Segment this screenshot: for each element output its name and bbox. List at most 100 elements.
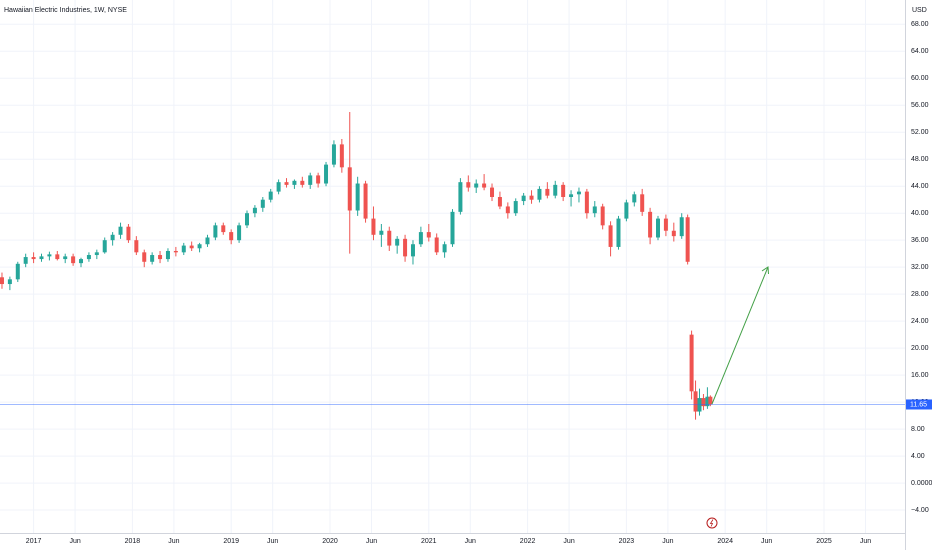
- candle-body: [513, 201, 518, 214]
- candle-body: [0, 277, 4, 285]
- candle-body: [689, 334, 694, 392]
- candle-body: [347, 167, 352, 211]
- candle-body: [553, 184, 558, 196]
- candle-body: [221, 225, 226, 233]
- candle-body: [134, 240, 139, 253]
- candle-body: [31, 257, 36, 260]
- candle-body: [292, 180, 297, 185]
- candle-body: [355, 183, 360, 211]
- y-tick-label: 36.00: [911, 237, 929, 244]
- candle-body: [608, 225, 613, 247]
- chart-title: Hawaiian Electric Industries, 1W, NYSE: [4, 7, 127, 14]
- candle-body: [521, 195, 526, 202]
- candle-body: [410, 244, 415, 257]
- y-tick-label: 28.00: [911, 291, 929, 298]
- candle-body: [537, 188, 542, 200]
- candle-body: [244, 213, 249, 226]
- trend-arrow: [711, 266, 769, 405]
- candle-body: [529, 195, 534, 200]
- candle-body: [181, 245, 186, 253]
- x-tick-label: 2024: [717, 538, 733, 545]
- x-tick-label: Jun: [662, 538, 673, 545]
- candle-body: [632, 194, 637, 203]
- candle-body: [616, 218, 621, 247]
- y-tick-label: 52.00: [911, 129, 929, 136]
- candle-body: [600, 206, 605, 226]
- last-price-label: 11.65: [910, 401, 927, 408]
- y-tick-label: 0.0000: [911, 480, 932, 487]
- candle-body: [102, 240, 107, 253]
- candle-body: [331, 144, 336, 165]
- candle-body: [545, 188, 550, 196]
- candle-body: [663, 218, 668, 231]
- candle-body: [86, 255, 91, 260]
- candle-body: [268, 191, 273, 200]
- arrow-head: [761, 266, 769, 275]
- x-tick-label: Jun: [761, 538, 772, 545]
- y-tick-label: 44.00: [911, 183, 929, 190]
- candle-body: [490, 187, 495, 198]
- candle-body: [474, 183, 479, 188]
- y-tick-label: 4.00: [911, 453, 925, 460]
- candle-body: [23, 257, 28, 264]
- y-tick-label: 56.00: [911, 102, 929, 109]
- candle-body: [237, 225, 242, 241]
- candle-body: [640, 194, 645, 212]
- candle-body: [197, 244, 202, 249]
- candle-body: [395, 238, 400, 246]
- candle-body: [705, 396, 710, 407]
- currency-label: USD: [912, 7, 927, 14]
- x-tick-label: 2025: [816, 538, 832, 545]
- x-tick-label: 2022: [520, 538, 536, 545]
- candle-body: [592, 206, 597, 214]
- y-tick-label: 64.00: [911, 48, 929, 55]
- x-tick-label: Jun: [267, 538, 278, 545]
- candle-body: [260, 199, 265, 208]
- event-circle[interactable]: [706, 517, 718, 529]
- candle-body: [371, 218, 376, 235]
- candle-body: [482, 183, 487, 188]
- candle-body: [379, 230, 384, 235]
- x-tick-label: Jun: [465, 538, 476, 545]
- candle-body: [363, 183, 368, 219]
- candle-body: [142, 252, 147, 262]
- candle-body: [276, 182, 281, 192]
- candle-body: [679, 217, 684, 237]
- candle-body: [339, 144, 344, 168]
- candle-body: [118, 226, 123, 235]
- event-icon[interactable]: [706, 517, 718, 529]
- x-tick-label: Jun: [366, 538, 377, 545]
- candle-body: [173, 250, 178, 253]
- candle-body: [561, 184, 566, 198]
- candle-body: [39, 256, 44, 260]
- candle-body: [466, 182, 471, 188]
- x-tick-label: Jun: [563, 538, 574, 545]
- candle-body: [693, 391, 698, 412]
- candle-body: [165, 250, 170, 260]
- x-tick-label: 2018: [125, 538, 141, 545]
- candle-body: [624, 202, 629, 219]
- candle-body: [252, 207, 257, 214]
- x-tick-label: Jun: [69, 538, 80, 545]
- candle-body: [300, 180, 305, 185]
- candle-body: [126, 226, 131, 241]
- candle-body: [324, 164, 329, 184]
- y-tick-label: 60.00: [911, 75, 929, 82]
- candle-body: [418, 232, 423, 245]
- candle-body: [576, 191, 581, 195]
- y-tick-label: −4.00: [911, 507, 929, 514]
- candles: [0, 111, 905, 420]
- candle-body: [158, 255, 163, 260]
- candle-body: [569, 194, 574, 198]
- candle-body: [316, 175, 321, 184]
- candle-body: [701, 398, 706, 407]
- candle-body: [205, 237, 210, 245]
- y-tick-label: 16.00: [911, 372, 929, 379]
- last-price-tag: [906, 399, 932, 410]
- candle-body: [403, 238, 408, 257]
- x-tick-label: 2023: [619, 538, 635, 545]
- x-tick-label: 2019: [223, 538, 239, 545]
- arrow-line: [711, 266, 769, 405]
- x-tick-label: 2021: [421, 538, 437, 545]
